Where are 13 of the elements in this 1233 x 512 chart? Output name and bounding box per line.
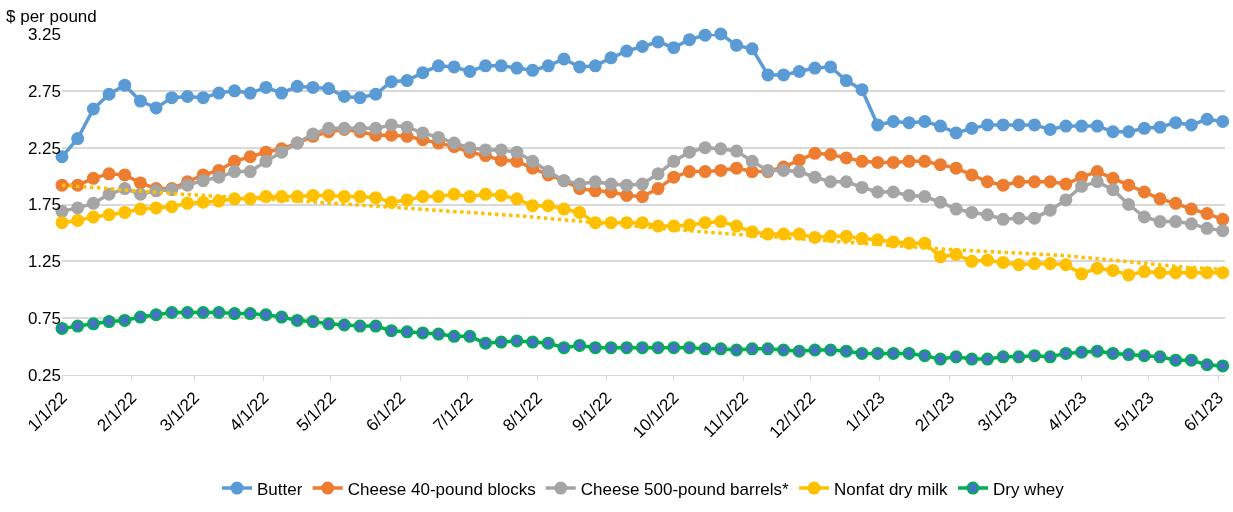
- legend-label: Nonfat dry milk: [834, 479, 948, 499]
- legend-label: Dry whey: [992, 479, 1065, 499]
- y-tick-label: 2.25: [27, 138, 61, 158]
- y-tick-label: 0.75: [27, 309, 61, 329]
- y-tick-label: 0.25: [27, 365, 61, 385]
- y-tick-label: 1.25: [27, 252, 61, 272]
- legend-label: Cheese 40-pound blocks: [347, 479, 536, 499]
- y-tick-label: 1.75: [27, 195, 61, 215]
- y-axis-title: $ per pound: [6, 7, 97, 26]
- legend-label: Cheese 500-pound barrels*: [580, 479, 790, 499]
- y-tick-label: 3.25: [27, 24, 61, 44]
- legend-label: Butter: [257, 479, 303, 499]
- y-tick-label: 2.75: [27, 81, 61, 101]
